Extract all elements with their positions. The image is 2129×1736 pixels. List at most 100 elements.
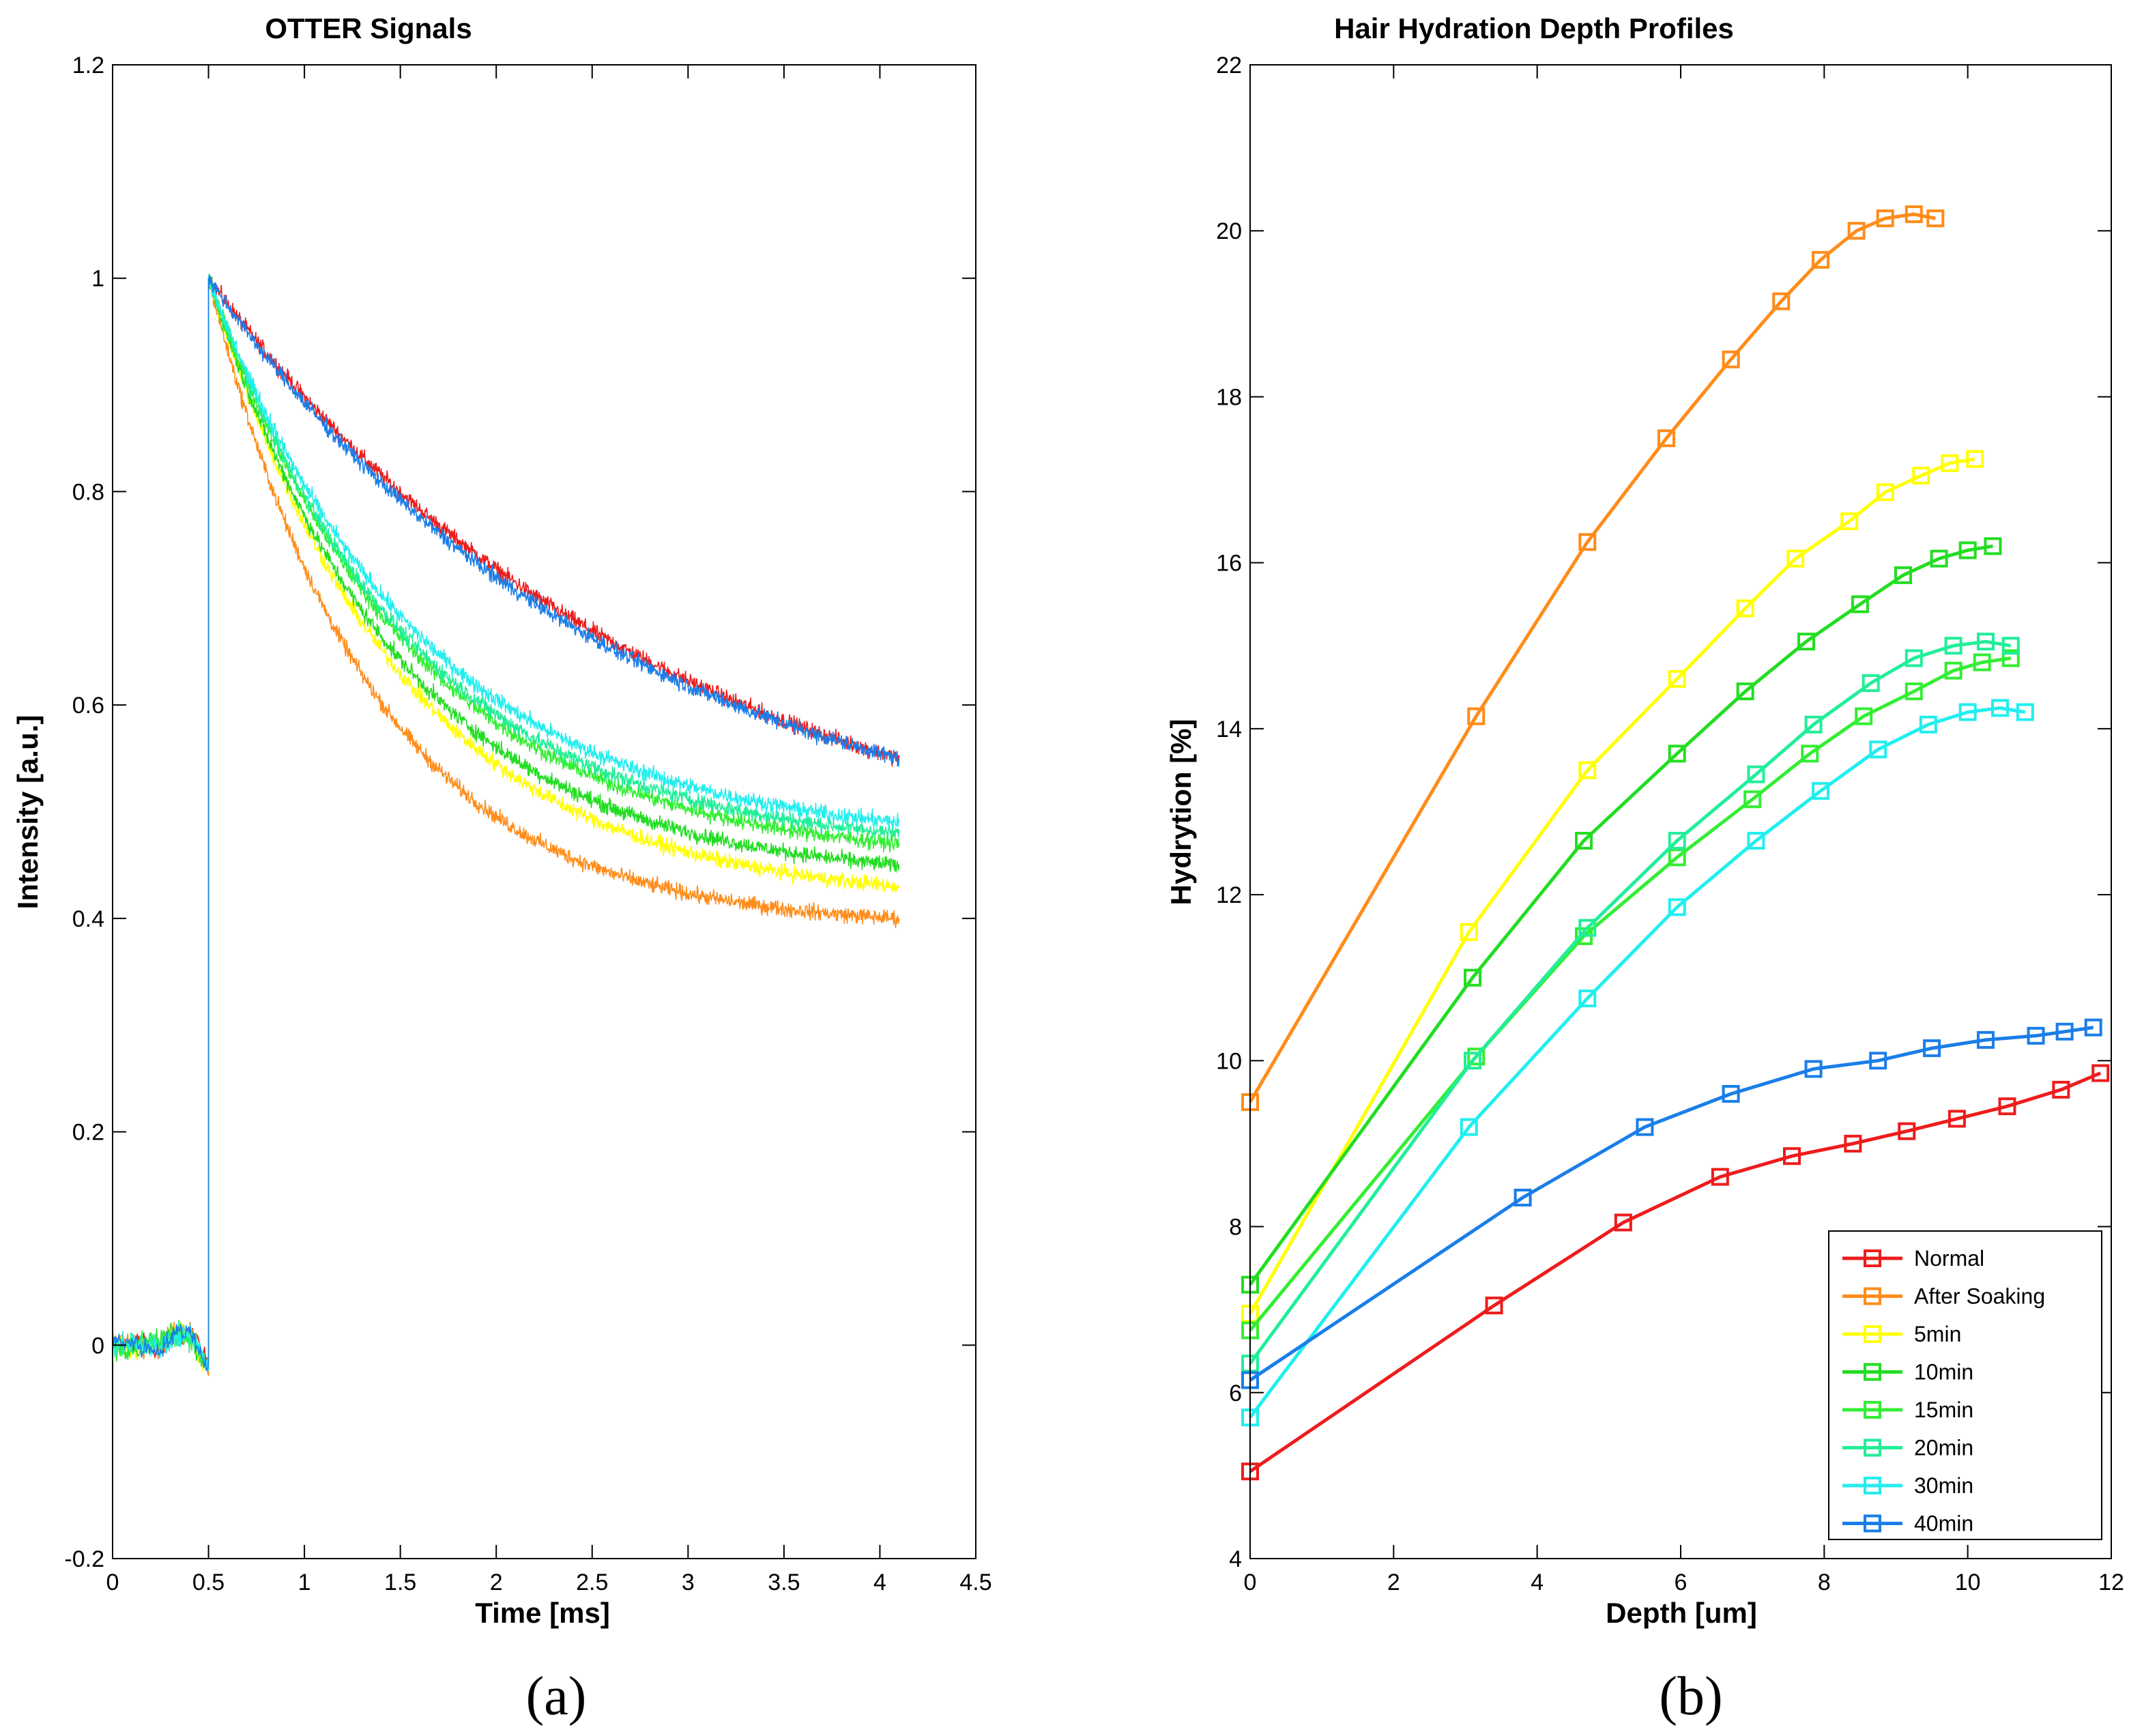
chart-b-point-after-soaking [1578,533,1597,551]
chart-a-plot-area [112,273,900,1376]
chart-b-point-10min [1797,633,1816,651]
chart-b-point-40min [1923,1039,1941,1058]
chart-b-point-30min [1919,715,1937,734]
y-tick-label: 14 [1216,717,1242,742]
chart-b-point-5min [1966,450,1984,468]
x-tick-label: 10 [1955,1569,1981,1595]
chart-b-series-15min [1249,656,2012,1332]
x-tick-label: 1 [298,1569,311,1595]
chart-b-point-30min [1460,1118,1478,1136]
chart-b-point-normal [2091,1064,2110,1082]
chart-b-point-10min [1958,541,1977,560]
chart-b-series-30min [1249,706,2026,1419]
legend-marker [1864,1514,1881,1533]
y-tick-label: 0.6 [72,693,104,719]
chart-b-point-30min [1958,703,1977,721]
chart-b-point-30min [1747,832,1765,850]
chart-b-point-normal [1614,1213,1632,1232]
chart-b-point-after-soaking [1772,292,1791,310]
chart-a-series-20min [112,273,900,1368]
chart-b-point-20min [2001,637,2020,655]
chart-b-legend: Normal After Soaking 5min 10min 15min 20min 30… [1828,1230,2102,1540]
chart-b-point-5min [1840,512,1859,530]
chart-b-point-10min [1736,682,1754,701]
chart-b-series-10min [1248,544,1993,1286]
legend-marker [1864,1249,1881,1267]
chart-b-point-after-soaking [1876,209,1894,227]
chart-b-point-5min [1912,466,1930,484]
chart-b-series-after-soaking [1248,212,1936,1103]
x-tick-label: 4 [1531,1569,1544,1595]
y-tick-label: 1 [91,266,104,292]
chart-b-point-15min [1668,848,1686,867]
chart-b-ticks: 0 2 4 6 8 10 12 4 6 8 10 12 14 16 18 20 22 [1216,53,2124,1595]
chart-b-x-axis-label: Depth [um] [1606,1597,1757,1629]
chart-b-series-40min [1249,1026,2094,1382]
x-tick-label: 0 [1244,1569,1257,1595]
chart-b-point-15min [1855,707,1873,725]
chart-b-point-5min [1876,483,1894,502]
chart-b-point-20min [1668,832,1686,850]
chart-b-point-40min [1722,1084,1740,1103]
legend-label: 5min [1914,1322,1961,1346]
chart-b-point-15min [1467,1047,1486,1066]
x-tick-label: 3.5 [768,1569,800,1595]
y-tick-label: 20 [1216,218,1242,244]
chart-b-point-40min [1514,1188,1532,1206]
x-tick-label: 4.5 [959,1569,991,1595]
chart-b-point-normal [1998,1097,2016,1116]
chart-b-point-15min [1743,790,1762,809]
chart-b-point-20min [1747,765,1765,783]
x-tick-label: 0 [106,1569,119,1595]
x-tick-label: 2 [490,1569,503,1595]
y-tick-label: 0.2 [72,1120,104,1146]
chart-b-point-20min [1804,715,1823,734]
chart-b-point-20min [1464,1052,1482,1070]
chart-b-series-20min [1248,639,2012,1365]
chart-b-point-15min [1973,653,1991,671]
chart-b-point-20min [1578,918,1597,937]
x-tick-label: 1.5 [384,1569,416,1595]
chart-a-series-after-soaking [112,276,900,1376]
chart-b-point-after-soaking [1467,707,1486,725]
chart-b-point-40min [1804,1060,1823,1078]
chart-a-series-30min [112,275,900,1372]
legend-label: 30min [1914,1473,1973,1498]
legend-marker [1864,1287,1881,1305]
legend-marker [1864,1438,1881,1457]
chart-b-point-20min [1944,637,1963,655]
chart-a-y-axis-label: Intensity [a.u.] [12,715,44,910]
chart-b-point-15min [1801,744,1819,763]
legend-marker [1864,1401,1881,1419]
chart-b-point-5min [1736,599,1754,618]
chart-b-point-after-soaking [1847,222,1866,240]
chart-a-series-10min [112,277,900,1370]
legend-label: After Soaking [1914,1284,2045,1309]
chart-b-point-40min [1869,1052,1887,1070]
chart-b-point-5min [1460,923,1478,941]
legend-marker [1864,1325,1881,1343]
y-tick-label: 6 [1229,1380,1242,1406]
chart-b-point-5min [1668,669,1686,688]
legend-label: Normal [1914,1246,1984,1271]
chart-b-point-10min [1984,537,2002,555]
chart-b: Hair Hydration Depth Profiles 0 2 4 6 8 10 12 4… [1165,12,2124,1726]
chart-a-axes-box [112,64,976,1559]
chart-b-point-normal [2052,1080,2070,1099]
chart-b-point-after-soaking [1722,350,1740,368]
legend-label: 15min [1914,1398,1973,1422]
y-tick-label: 18 [1216,384,1242,410]
chart-b-point-20min [1976,633,1995,651]
chart-a-title: OTTER Signals [265,12,472,44]
chart-b-point-15min [1904,682,1923,701]
y-tick-label: 0.8 [72,479,104,505]
chart-b-point-5min [1578,761,1597,779]
chart-b-point-normal [1485,1297,1503,1315]
y-tick-label: -0.2 [64,1546,104,1572]
chart-b-point-10min [1575,832,1593,850]
y-tick-label: 10 [1216,1048,1242,1074]
chart-b-point-normal [1844,1134,1862,1153]
legend-marker [1864,1363,1881,1381]
